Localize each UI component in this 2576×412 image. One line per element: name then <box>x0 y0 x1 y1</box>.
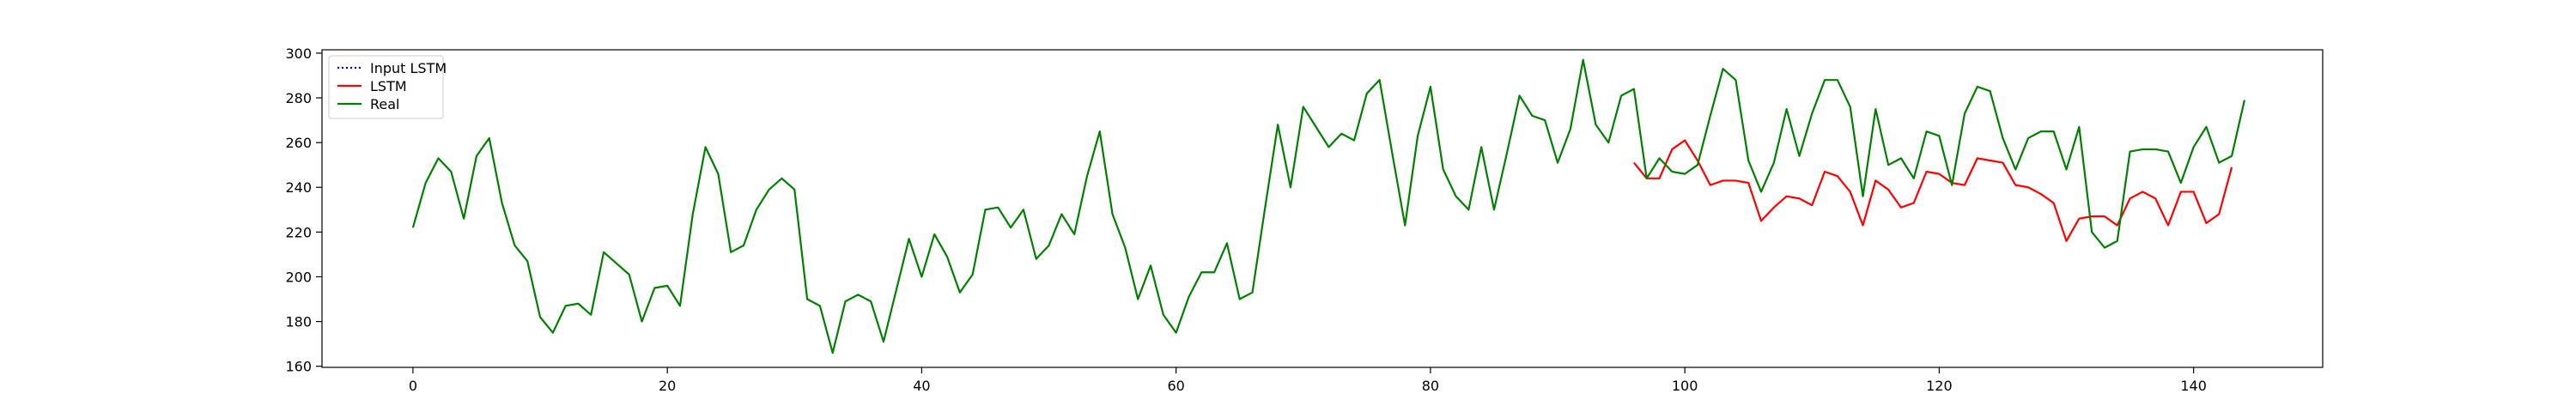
y-tick-label: 280 <box>285 90 312 106</box>
y-axis: 160 180 200 220 240 260 280 300 <box>285 45 322 375</box>
legend-label-lstm: LSTM <box>370 78 407 94</box>
y-tick-label: 220 <box>285 224 312 240</box>
y-tick-label: 260 <box>285 135 312 151</box>
legend-label-input-lstm: Input LSTM <box>370 60 447 76</box>
legend: Input LSTM LSTM Real <box>328 55 447 119</box>
y-tick-label: 200 <box>285 269 312 285</box>
legend-box <box>328 55 444 119</box>
x-tick-label: 100 <box>1672 378 1698 394</box>
y-tick-label: 160 <box>285 359 312 375</box>
y-tick-label: 240 <box>285 179 312 196</box>
plot-frame <box>321 49 2324 368</box>
y-tick-label: 300 <box>285 45 312 62</box>
x-axis: 0 20 40 60 80 100 120 140 <box>409 367 2207 394</box>
x-tick-label: 140 <box>2180 378 2207 394</box>
x-tick-label: 40 <box>913 378 930 394</box>
y-tick-label: 180 <box>285 314 312 330</box>
x-tick-label: 120 <box>1926 378 1953 394</box>
x-tick-label: 0 <box>409 378 417 394</box>
series-lines <box>411 58 2245 354</box>
x-tick-label: 60 <box>1167 378 1184 394</box>
x-tick-label: 80 <box>1422 378 1439 394</box>
series-line-lstm <box>1633 139 2233 242</box>
series-line-real <box>411 58 2245 354</box>
legend-label-real: Real <box>370 96 400 112</box>
x-tick-label: 20 <box>659 378 676 394</box>
